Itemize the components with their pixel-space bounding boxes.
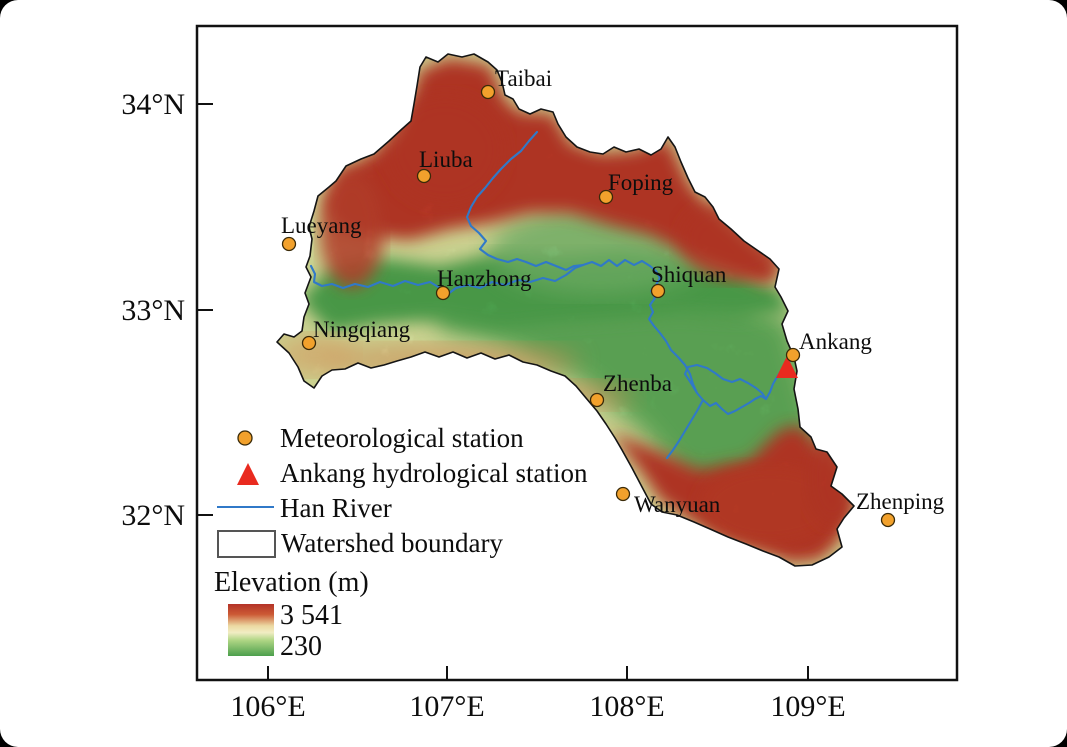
station-label: Lueyang <box>281 213 362 238</box>
station-wanyuan: Wanyuan <box>615 486 721 517</box>
station-lueyang: Lueyang <box>281 213 362 252</box>
meteo-station-dot <box>598 189 614 205</box>
han-river-main <box>309 258 792 416</box>
meteo-station-dot <box>785 347 801 363</box>
meteo-station-dot <box>301 335 317 351</box>
watershed-boundary-line <box>276 53 855 567</box>
meteo-station-dot <box>435 285 451 301</box>
station-label: Taibai <box>495 66 552 91</box>
legend-meteo-station-icon <box>237 430 253 446</box>
elevation-max-value: 3 541 <box>280 600 343 631</box>
meteo-station-dot <box>880 512 896 528</box>
axis-labels: 34°N 33°N 32°N 106°E 107°E 108°E 109°E <box>121 88 845 723</box>
legend-boundary-icon <box>217 530 276 558</box>
han-river-meander-loop <box>683 363 768 401</box>
station-hanzhong: Hanzhong <box>435 266 532 301</box>
lat-label-34n: 34°N <box>121 88 185 121</box>
meteo-station-dot <box>281 236 297 252</box>
elevation-title: Elevation (m) <box>214 567 369 598</box>
meteo-station-dot <box>589 392 605 408</box>
station-label: Zhenba <box>603 371 672 396</box>
han-river-north-branch <box>465 130 585 272</box>
hydro-station-triangle <box>776 356 798 378</box>
lat-label-33n: 33°N <box>121 294 185 327</box>
legend-hydro-station-icon <box>237 463 259 485</box>
legend-boundary-label: Watershed boundary <box>281 528 503 558</box>
station-label: Zhenping <box>856 489 945 514</box>
meteo-station-dot <box>416 168 432 184</box>
station-shiquan: Shiquan <box>650 262 727 299</box>
station-label: Ningqiang <box>313 317 411 342</box>
legend-river-label: Han River <box>280 493 392 523</box>
lon-label-108e: 108°E <box>589 690 664 723</box>
lon-label-109e: 109°E <box>770 690 845 723</box>
station-zhenba: Zhenba <box>589 371 672 408</box>
legend: Meteorological station Ankang hydrologic… <box>214 423 588 662</box>
station-label: Shiquan <box>651 262 727 287</box>
station-label: Ankang <box>799 329 872 354</box>
station-label: Hanzhong <box>437 266 532 291</box>
lat-label-32n: 32°N <box>121 499 185 532</box>
lon-label-106e: 106°E <box>230 690 305 723</box>
station-taibai: Taibai <box>480 66 552 100</box>
station-liuba: Liuba <box>416 147 473 184</box>
station-ankang: Ankang <box>785 329 872 363</box>
legend-hydro-station-label: Ankang hydrological station <box>280 458 588 488</box>
station-foping: Foping <box>598 170 674 205</box>
station-label: Wanyuan <box>634 492 721 517</box>
meteo-station-dot <box>480 84 496 100</box>
lon-label-107e: 107°E <box>409 690 484 723</box>
elevation-min-value: 230 <box>280 631 322 662</box>
han-river-lines <box>309 130 792 460</box>
station-ningqiang: Ningqiang <box>301 317 411 351</box>
station-zhenping: Zhenping <box>856 489 945 528</box>
stations-layer: Lueyang Taibai Liuba Foping Hanzhong Shi… <box>281 66 945 528</box>
map-frame <box>195 24 959 682</box>
han-river-south-tributary <box>665 398 705 460</box>
station-label: Liuba <box>419 147 473 172</box>
meteo-station-dot <box>615 486 631 502</box>
axis-ticks <box>198 103 809 680</box>
legend-meteo-station-label: Meteorological station <box>280 423 524 453</box>
elevation-color-ramp <box>228 604 274 656</box>
station-label: Foping <box>608 170 674 195</box>
meteo-station-dot <box>650 283 666 299</box>
